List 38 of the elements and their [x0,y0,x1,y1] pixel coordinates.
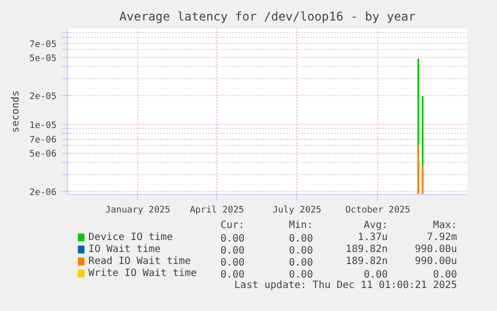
text: 189.82n [346,256,388,267]
text: 0.00 [364,270,388,280]
y-tick-label: 7e-05 [29,40,56,50]
text: 0.00 [220,234,245,244]
text: 0.00 [220,270,245,280]
text: 0.00 [288,246,313,256]
text: Min: [288,220,313,231]
text: 7.92m [426,232,458,243]
text: 0.00 [288,270,313,280]
x-tick-label: April 2025 [190,206,244,216]
y-tick-label: 5e-06 [29,150,56,160]
y-tick-label: 2e-06 [29,188,56,198]
y-axis-title: seconds [10,90,22,133]
legend-label: Write IO Wait time [88,268,197,279]
text: 0.00 [288,258,313,268]
legend-label: Read IO Wait time [88,256,191,267]
text: 0.00 [432,270,458,280]
legend-label: Device IO time [88,232,173,243]
chart-title: Average latency for /dev/loop16 - by year [119,10,416,24]
text: Max: [432,220,458,231]
text: Last update: Thu Dec 11 01:00:21 2025 [234,280,458,291]
x-tick-label: January 2025 [105,206,170,216]
text: Avg: [364,220,388,231]
y-tick-label: 7e-06 [29,136,56,146]
text: 0.00 [220,258,245,268]
text: 1.37u [358,232,388,243]
text: 990.00u [414,256,458,267]
y-tick-label: 5e-05 [29,54,56,64]
text: 189.82n [346,244,388,255]
y-tick-label: 2e-05 [29,92,56,102]
text: 990.00u [414,244,458,255]
text: 0.00 [288,234,313,244]
x-tick-label: July 2025 [272,206,322,216]
x-tick-label: October 2025 [345,206,410,216]
text: 0.00 [220,246,245,256]
text: Cur: [220,220,245,231]
legend-label: IO Wait time [88,244,161,255]
y-tick-label: 1e-05 [29,120,56,131]
